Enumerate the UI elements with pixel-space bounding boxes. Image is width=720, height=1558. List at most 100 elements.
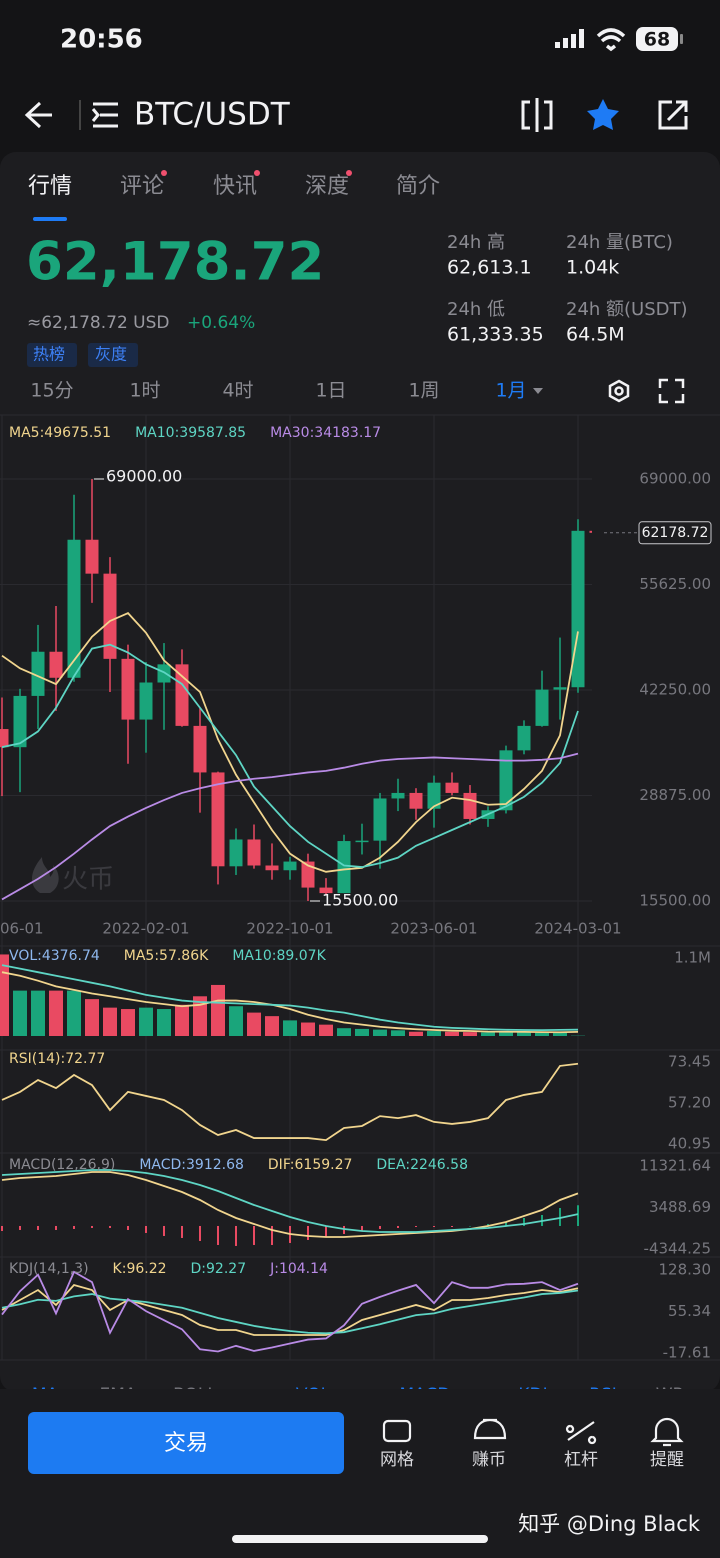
candle-body: [463, 792, 477, 819]
interval[interactable]: 15分: [30, 380, 73, 402]
unread-dot: [161, 170, 167, 176]
candle-body: [553, 687, 567, 690]
volume-bar: [481, 1032, 495, 1036]
y-tick-label: 28875.00: [639, 786, 711, 804]
macd-bar: [433, 1225, 435, 1227]
tag-label: 灰度: [95, 345, 127, 364]
volume-bar: [211, 984, 225, 1036]
macd-bar: [487, 1223, 489, 1226]
volume-bar: [499, 1031, 513, 1036]
trade-button[interactable]: [28, 1412, 344, 1474]
tab[interactable]: 评论: [120, 174, 164, 199]
candle-body: [301, 861, 315, 888]
fullscreen-button[interactable]: [658, 378, 685, 404]
indicator-line: [1, 971, 579, 1034]
macd-bar: [505, 1221, 507, 1226]
battery-cap: [680, 34, 683, 44]
volume-bar: [229, 1006, 243, 1036]
candle-body: [49, 651, 63, 678]
tag[interactable]: [88, 343, 138, 367]
candle-body: [139, 682, 153, 720]
macd-bar: [415, 1225, 417, 1227]
candle-body: [535, 689, 549, 726]
tool-label: 提醒: [650, 1450, 684, 1470]
earn-icon[interactable]: [473, 1418, 507, 1440]
share-button[interactable]: [658, 100, 688, 130]
stat-label: 24h 额(USDT): [566, 299, 688, 320]
volume-bar: [553, 1032, 567, 1036]
stat-value: 61,333.35: [447, 324, 544, 346]
volume-bar: [265, 1016, 279, 1036]
candle-body: [247, 839, 261, 866]
tool-label: 赚币: [472, 1450, 506, 1470]
macd-bar: [325, 1225, 327, 1237]
volume-bar: [67, 990, 81, 1036]
volume-bar: [13, 990, 27, 1036]
volume-bar: [31, 990, 45, 1036]
interval[interactable]: 1日: [315, 380, 346, 402]
volume-bar: [445, 1031, 459, 1036]
y-tick-label: -17.61: [663, 1344, 711, 1362]
candle-body: [589, 530, 592, 533]
macd-bar: [37, 1225, 39, 1230]
battery-level: 68: [644, 29, 670, 51]
tab[interactable]: 深度: [305, 174, 349, 199]
trade-label: 交易: [164, 1431, 208, 1456]
wifi-icon: [596, 28, 626, 52]
macd-bar: [91, 1225, 93, 1228]
y-tick-label: 15500.00: [639, 892, 711, 910]
favorite-button[interactable]: [587, 99, 619, 130]
indicator-line: [1, 612, 579, 873]
interval[interactable]: 1时: [129, 380, 160, 402]
tool-label: 杠杆: [564, 1450, 598, 1470]
candle-body: [265, 865, 279, 871]
volume-bar: [409, 1031, 423, 1036]
tab[interactable]: 快讯: [213, 174, 257, 199]
tab[interactable]: 简介: [396, 174, 440, 199]
macd-bar: [451, 1225, 453, 1227]
tab[interactable]: 行情: [28, 174, 72, 199]
legend-entry: RSI(14):72.77: [9, 1051, 105, 1067]
candle-body: [175, 664, 189, 726]
grid-icon[interactable]: [382, 1419, 412, 1443]
pair-title: BTC/USDT: [134, 97, 291, 133]
alert-icon[interactable]: [650, 1417, 684, 1447]
y-tick-label: 69000.00: [639, 470, 711, 488]
candle-body: [103, 573, 117, 659]
macd-bar: [469, 1225, 471, 1227]
menu-button[interactable]: [91, 102, 118, 128]
volume-bar: [427, 1031, 441, 1036]
candle-body: [211, 772, 225, 867]
indicator-line: [1, 1062, 579, 1142]
volume-bar: [373, 1029, 387, 1036]
tag-label: 热榜: [33, 345, 65, 364]
macd-bar: [127, 1225, 129, 1230]
tag[interactable]: [27, 343, 77, 367]
back-button[interactable]: [24, 101, 52, 129]
macd-bar: [361, 1225, 363, 1231]
legend-entry: VOL:4376.74: [9, 948, 100, 964]
volume-bar: [175, 1004, 189, 1036]
volume-bar: [247, 1012, 261, 1036]
compare-button[interactable]: [521, 98, 553, 132]
exchange-watermark: 火币: [62, 865, 114, 895]
settings-button[interactable]: [608, 379, 630, 403]
macd-bar: [379, 1225, 381, 1229]
legend-entry: MA5:49675.51: [9, 425, 111, 441]
legend-entry: MA30:34183.17: [270, 425, 381, 441]
y-tick-label: 57.20: [668, 1094, 711, 1112]
interval[interactable]: 4时: [222, 380, 253, 402]
tool-label: 网格: [380, 1450, 414, 1470]
indicator-line: [1, 1169, 579, 1233]
volume-bar: [283, 1020, 297, 1036]
volume-bar: [319, 1024, 333, 1036]
indicator-line: [1, 1270, 579, 1353]
candle-body: [229, 839, 243, 867]
macd-bar: [559, 1207, 561, 1226]
stat-label: 24h 低: [447, 299, 505, 320]
settings-dot: [614, 386, 624, 396]
last-price: 62,178.72: [26, 232, 324, 293]
interval[interactable]: 1周: [408, 380, 439, 402]
leverage-icon[interactable]: [565, 1421, 597, 1445]
interval[interactable]: 1月: [495, 380, 526, 402]
